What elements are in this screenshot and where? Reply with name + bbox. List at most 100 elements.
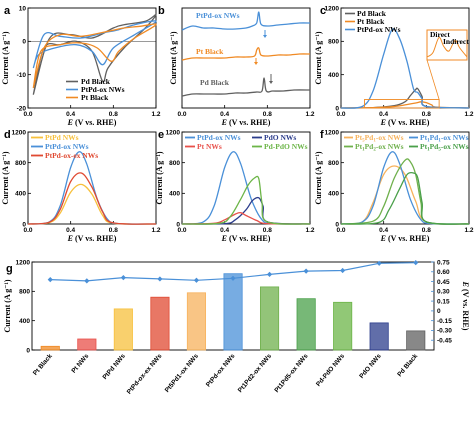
legend-label: PtPd-ox NWs <box>45 142 89 151</box>
data-point <box>373 91 374 92</box>
y-tick-label: 1200 <box>325 5 340 12</box>
potential-marker <box>157 276 163 282</box>
legend-label-part: Pt <box>420 133 428 142</box>
series-line <box>32 20 157 69</box>
legend-label-part: -ox NWs <box>441 133 469 142</box>
data-point <box>145 21 146 22</box>
series-line <box>32 23 157 89</box>
data-point <box>410 161 411 162</box>
panel-f: 0.0 0.4 0.8 1.2 1200 800 400 0 E (V vs. RHE) Curr… <box>314 129 474 243</box>
y-tick-label: 1200 <box>16 259 31 266</box>
data-point <box>405 105 406 106</box>
data-point <box>156 14 157 15</box>
data-point <box>254 178 255 179</box>
data-point <box>134 24 135 25</box>
y-tick-label: 1200 <box>166 129 181 136</box>
data-point <box>192 94 193 95</box>
data-point <box>294 90 295 91</box>
legend-label-part: -ox NWs <box>441 142 469 151</box>
data-point <box>28 224 29 225</box>
data-point <box>124 28 125 29</box>
data-point <box>310 23 311 24</box>
legend-label-part: -ox NWs <box>376 133 404 142</box>
data-point <box>230 217 231 218</box>
legend-label-part: -ox NWs <box>376 142 404 151</box>
x-axis-label: E (V vs. RHE) <box>380 118 430 127</box>
data-point <box>383 206 384 207</box>
x-axis-label-symbol: E <box>221 234 227 243</box>
legend-label: PdO NWs <box>264 133 296 142</box>
y-axis-label: Current (A g⁻¹) <box>169 31 178 84</box>
x-tick-label: 0.4 <box>379 111 388 118</box>
plot-frame <box>340 131 470 225</box>
data-point <box>267 222 268 223</box>
potential-marker <box>376 260 382 266</box>
potential-marker <box>340 267 346 274</box>
data-point <box>310 54 311 55</box>
data-point <box>246 215 247 216</box>
data-point <box>469 224 470 225</box>
legend-label: Pd-PdO NWs <box>264 142 308 151</box>
data-point <box>373 206 374 207</box>
x-tick-label: 1.2 <box>464 227 473 234</box>
potential-marker <box>230 275 236 281</box>
data-point <box>383 167 384 168</box>
data-point <box>394 106 395 107</box>
data-point <box>113 48 114 49</box>
data-point <box>262 219 263 220</box>
panel-g: 1200 800 400 0 0.75 0.60 0.45 0.30 0.15 0 -0.15 -0.… <box>3 259 470 395</box>
y-axis-label: Current (A g⁻¹) <box>314 151 323 204</box>
data-point <box>92 51 93 52</box>
y-tick-label: 800 <box>19 289 30 296</box>
data-point <box>405 160 406 161</box>
data-point <box>266 91 267 92</box>
x-axis-label-unit: (V vs. RHE) <box>227 234 271 243</box>
bar <box>40 345 60 351</box>
data-point <box>426 102 427 103</box>
data-point <box>118 51 119 52</box>
x-axis-label-unit: (V vs. RHE) <box>73 118 117 127</box>
data-point <box>246 209 247 210</box>
data-point <box>258 178 259 179</box>
data-point <box>378 222 379 223</box>
data-point <box>288 55 289 56</box>
data-point <box>235 57 236 58</box>
data-point <box>278 25 279 26</box>
data-point <box>267 223 268 224</box>
data-point <box>362 106 363 107</box>
x-tick-label: 0.4 <box>220 227 229 234</box>
y2-axis-label-unit: (V vs. RHE) <box>461 287 470 331</box>
data-point <box>86 163 87 164</box>
legend-label-part: Pt <box>355 133 363 142</box>
data-point <box>140 26 141 27</box>
data-point <box>214 58 215 59</box>
data-point <box>182 60 183 61</box>
legend-label-part: 1 <box>438 139 441 144</box>
data-point <box>60 213 61 214</box>
x-axis-label-symbol: E <box>380 118 386 127</box>
data-point <box>214 28 215 29</box>
data-point <box>60 36 61 37</box>
data-point <box>262 91 263 92</box>
potential-marker <box>193 277 200 283</box>
bar <box>369 322 389 351</box>
legend-label-part: 1 <box>427 139 430 144</box>
data-point <box>341 108 342 109</box>
data-point <box>415 89 416 90</box>
legend-label: Pt Black <box>196 47 224 56</box>
data-point <box>417 92 418 93</box>
data-point <box>254 56 255 57</box>
bar <box>113 308 133 351</box>
x-tick-label: 1.2 <box>464 111 473 118</box>
bar <box>296 298 316 351</box>
y-axis-label: Current (A g⁻¹) <box>1 151 10 204</box>
panel-letter-f: f <box>320 129 324 141</box>
legend-label-part: 1 <box>362 148 365 153</box>
y2-axis-label: E (V vs. RHE) <box>461 281 470 331</box>
legend-label: Pt NWs <box>197 142 222 151</box>
data-point <box>399 38 400 39</box>
data-point <box>389 209 390 210</box>
x-tick-label: 1.2 <box>305 227 314 234</box>
data-point <box>81 38 82 39</box>
series-line <box>27 183 157 225</box>
